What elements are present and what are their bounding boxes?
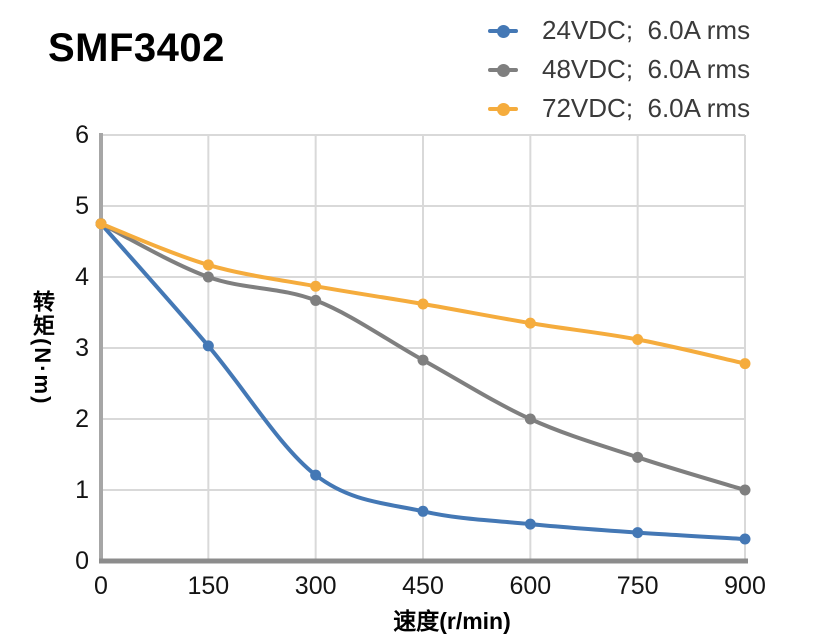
data-point-series-0 <box>524 518 536 530</box>
y-tick-label: 0 <box>75 547 89 575</box>
legend-item-48vdc: 48VDC; 6.0A rms <box>488 50 750 89</box>
data-point-series-0 <box>739 533 751 545</box>
data-point-series-1 <box>632 451 644 463</box>
data-point-series-1 <box>417 354 429 366</box>
data-point-series-1 <box>310 294 322 306</box>
data-point-series-2 <box>524 317 536 329</box>
data-point-series-0 <box>632 527 644 539</box>
x-tick-label: 450 <box>402 572 444 600</box>
data-point-series-0 <box>202 340 214 352</box>
x-tick-label: 150 <box>187 572 230 600</box>
data-point-series-2 <box>632 333 644 345</box>
data-point-series-0 <box>310 469 322 481</box>
legend-label-24vdc: 24VDC; 6.0A rms <box>542 15 751 45</box>
x-tick-label: 900 <box>724 572 766 600</box>
legend-marker-72vdc <box>488 102 518 116</box>
y-tick-label: 2 <box>75 405 89 433</box>
x-axis-title: 速度(r/min) <box>393 608 511 634</box>
legend-dot-icon <box>497 24 510 38</box>
x-tick-label: 0 <box>94 572 108 600</box>
y-tick-label: 5 <box>75 192 89 220</box>
data-point-series-2 <box>739 358 751 370</box>
legend-marker-24vdc <box>488 24 518 38</box>
data-point-series-2 <box>417 298 429 310</box>
legend-dot-icon <box>497 102 510 116</box>
data-point-series-1 <box>524 413 536 425</box>
x-tick-label: 750 <box>616 572 659 600</box>
legend-dot-icon <box>497 63 510 77</box>
data-point-series-0 <box>417 505 429 517</box>
data-point-series-2 <box>95 218 107 230</box>
y-axis-title: 转矩(N·m) <box>30 290 55 406</box>
y-tick-label: 4 <box>75 263 89 291</box>
legend-item-24vdc: 24VDC; 6.0A rms <box>488 11 750 50</box>
page-title: SMF3402 <box>48 26 225 70</box>
legend-marker-48vdc <box>488 63 518 77</box>
data-point-series-2 <box>202 259 214 271</box>
data-point-series-1 <box>202 271 214 283</box>
y-tick-label: 3 <box>75 334 89 362</box>
legend-label-48vdc: 48VDC; 6.0A rms <box>542 54 751 84</box>
x-tick-label: 300 <box>294 572 337 600</box>
y-tick-label: 1 <box>75 476 89 504</box>
x-tick-label: 600 <box>509 572 552 600</box>
legend-item-72vdc: 72VDC; 6.0A rms <box>488 89 750 128</box>
data-point-series-2 <box>310 280 322 292</box>
legend-label-72vdc: 72VDC; 6.0A rms <box>542 93 751 123</box>
legend: 24VDC; 6.0A rms 48VDC; 6.0A rms 72VDC; 6… <box>488 11 750 128</box>
data-point-series-1 <box>739 484 751 496</box>
y-tick-label: 6 <box>75 121 89 149</box>
